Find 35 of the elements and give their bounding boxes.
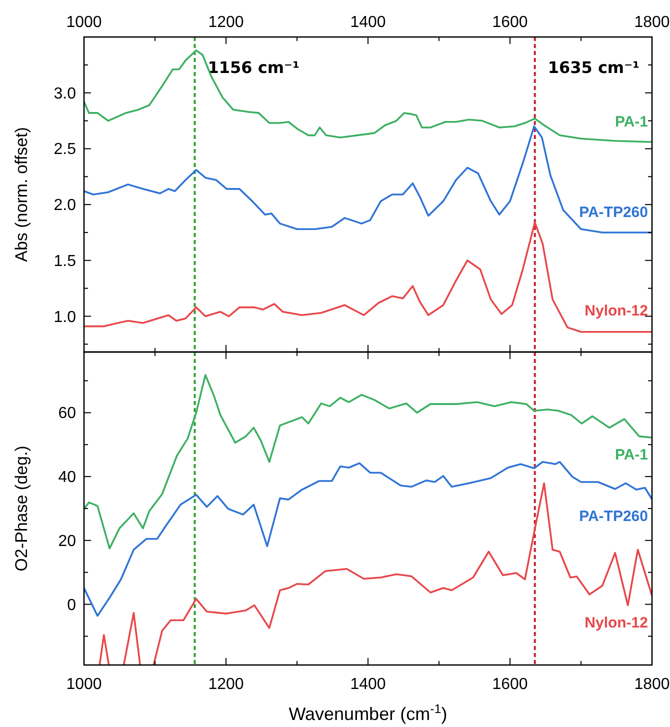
line-series bbox=[84, 125, 652, 234]
x-tick-label: 1800 bbox=[634, 676, 670, 693]
x-tick-label: 1200 bbox=[208, 676, 244, 693]
ref-line-label: 1156 cm⁻¹ bbox=[208, 58, 300, 77]
y-tick-label: 2.5 bbox=[54, 141, 76, 158]
ref-line-label: 1635 cm⁻¹ bbox=[548, 58, 640, 77]
y-tick-label: 40 bbox=[58, 469, 76, 486]
series-label: Nylon-12 bbox=[584, 302, 648, 320]
x2-tick-label: 1800 bbox=[634, 14, 670, 31]
y-tick-label: 3.0 bbox=[54, 85, 76, 102]
y-tick-label: 1.5 bbox=[54, 252, 76, 270]
series-label: PA-1 bbox=[614, 114, 648, 131]
x2-tick-label: 1000 bbox=[66, 14, 102, 31]
series-label: Nylon-12 bbox=[584, 614, 648, 632]
x2-tick-label: 1600 bbox=[492, 14, 528, 31]
x-tick-label: 1600 bbox=[492, 676, 528, 693]
y-tick-label: 60 bbox=[58, 405, 76, 422]
y-axis-title: O2-Phase (deg.) bbox=[12, 446, 31, 572]
series-label: PA-TP260 bbox=[579, 508, 648, 526]
series-label: PA-TP260 bbox=[579, 204, 648, 222]
x2-tick-label: 1200 bbox=[208, 14, 244, 31]
line-series bbox=[84, 460, 652, 617]
x-axis-title: Wavenumber (cm$^{-1}$) bbox=[288, 702, 448, 724]
y-tick-label: 1.0 bbox=[54, 308, 76, 326]
line-series bbox=[84, 374, 652, 550]
y-axis-title: Abs (norm. offset) bbox=[12, 127, 31, 262]
y-tick-label: 20 bbox=[58, 532, 76, 550]
x-tick-label: 1400 bbox=[350, 676, 386, 693]
line-series bbox=[84, 222, 652, 333]
y-tick-label: 0 bbox=[67, 596, 76, 614]
x2-tick-label: 1400 bbox=[350, 14, 386, 31]
line-series bbox=[84, 50, 652, 143]
series-label: PA-1 bbox=[614, 446, 648, 464]
x-tick-label: 1000 bbox=[66, 676, 102, 693]
y-tick-label: 2.0 bbox=[54, 197, 76, 214]
